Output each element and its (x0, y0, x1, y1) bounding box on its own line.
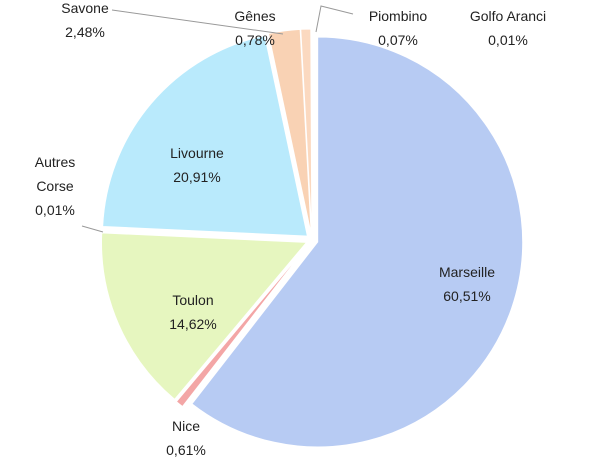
value-label: 0,61% (166, 442, 206, 458)
value-label: 0,78% (235, 32, 275, 48)
category-label: Piombino (368, 8, 428, 24)
leader-line (315, 5, 354, 33)
leader-line (111, 9, 284, 35)
slice-label: Gênes 0,78% (225, 4, 285, 52)
value-label: 0,07% (378, 32, 418, 48)
pie-slice (300, 28, 313, 235)
slice-label: Nice 0,61% (156, 414, 216, 461)
category-label: Toulon (172, 292, 214, 308)
value-label: 20,91% (173, 169, 221, 185)
slice-label: Savone 2,48% (45, 0, 125, 44)
category-label: Nice (171, 418, 200, 434)
value-label: 14,62% (169, 316, 217, 332)
pie-slice (175, 244, 309, 408)
slice-label: Piombino 0,07% (358, 4, 438, 52)
leader-line (81, 225, 104, 233)
category-label: Autres Corse (34, 154, 76, 194)
value-label: 2,48% (65, 24, 105, 40)
slice-label: Autres Corse 0,01% (25, 150, 85, 222)
category-label: Gênes (234, 8, 276, 24)
pie-slice (102, 35, 309, 237)
slice-label: Toulon 14,62% (153, 288, 233, 336)
pie-slice (100, 229, 307, 241)
category-label: Golfo Aranci (469, 8, 547, 24)
pie-slice (101, 232, 308, 401)
value-label: 0,01% (488, 32, 528, 48)
category-label: Livourne (170, 145, 224, 161)
slice-label: Golfo Aranci 0,01% (458, 4, 558, 52)
category-label: Savone (61, 0, 109, 16)
slice-label: Livourne 20,91% (152, 141, 242, 189)
value-label: 0,01% (35, 202, 75, 218)
pie-slice (267, 28, 312, 235)
pie-slice (191, 36, 524, 448)
value-label: 60,51% (443, 288, 491, 304)
slice-label: Marseille 60,51% (422, 260, 512, 308)
category-label: Marseille (438, 264, 495, 280)
